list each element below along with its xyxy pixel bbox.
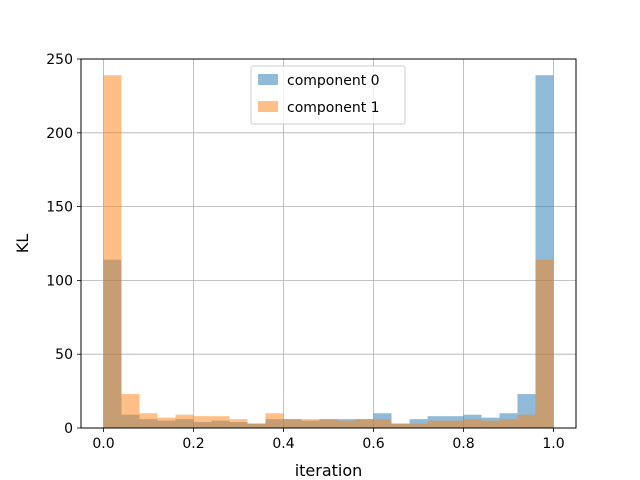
legend: component 0 component 1 (250, 65, 406, 125)
bar-component-1 (463, 419, 482, 428)
bar-component-1 (373, 419, 392, 428)
x-axis-ticks: 0.0 0.2 0.4 0.6 0.8 1.0 (92, 428, 565, 452)
bar-component-1 (319, 419, 338, 428)
bar-component-1 (103, 75, 122, 429)
bar-component-1 (301, 419, 320, 428)
bar-component-1 (445, 420, 464, 428)
x-tick-label: 1.0 (542, 436, 564, 452)
y-tick-label: 250 (46, 52, 73, 68)
x-tick-label: 0.4 (272, 436, 294, 452)
x-tick-label: 0.8 (452, 436, 474, 452)
bar-component-1 (391, 423, 410, 428)
bar-component-1 (427, 420, 446, 428)
bar-component-1 (121, 394, 140, 428)
x-tick-label: 0.0 (92, 436, 114, 452)
bar-component-1 (247, 423, 266, 428)
y-tick-label: 150 (46, 200, 73, 216)
bar-component-1 (139, 413, 158, 428)
y-tick-label: 0 (64, 421, 73, 437)
legend-label-component-0: component 0 (287, 73, 380, 89)
bar-component-1 (517, 414, 536, 428)
bar-component-1 (265, 413, 284, 428)
x-tick-label: 0.6 (362, 436, 384, 452)
x-axis-label: iteration (295, 461, 363, 480)
bar-component-1 (211, 416, 230, 428)
bar-component-1 (355, 419, 374, 428)
x-tick-label: 0.2 (182, 436, 204, 452)
bar-component-1 (283, 419, 302, 428)
bar-component-1 (499, 419, 518, 428)
y-tick-label: 50 (55, 347, 73, 363)
bar-component-1 (337, 420, 356, 428)
bar-component-1 (157, 417, 176, 428)
bar-component-1 (481, 420, 500, 428)
histogram-bars (103, 75, 554, 429)
bar-component-1 (409, 423, 428, 428)
legend-swatch-component-1 (258, 101, 278, 112)
plot-frame (80, 58, 577, 429)
bar-component-1 (193, 416, 212, 428)
legend-label-component-1: component 1 (287, 100, 380, 116)
y-tick-label: 100 (46, 273, 73, 289)
y-axis-ticks: 0 50 100 150 200 250 (46, 52, 81, 437)
y-axis-label: KL (13, 234, 32, 253)
legend-swatch-component-0 (258, 74, 278, 85)
bar-component-1 (175, 414, 194, 428)
y-tick-label: 200 (46, 126, 73, 142)
bar-component-1 (535, 259, 554, 428)
legend-box (250, 65, 406, 125)
bar-component-1 (229, 419, 248, 428)
